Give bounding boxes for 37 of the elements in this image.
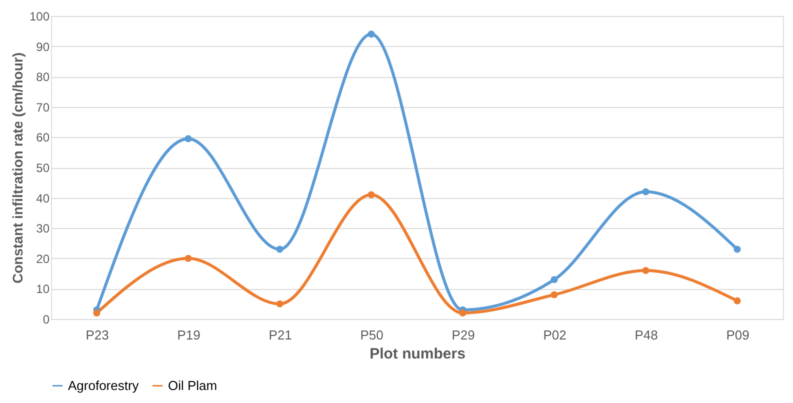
point bbox=[642, 266, 650, 274]
point bbox=[734, 246, 741, 253]
x-tick-label: P09 bbox=[726, 328, 750, 342]
point bbox=[276, 300, 284, 308]
point bbox=[642, 188, 650, 196]
y-tick-label: 90 bbox=[36, 40, 50, 54]
y-axis-title: Constant infiltration rate (cm/hour) bbox=[9, 52, 26, 284]
x-axis-title: Plot numbers bbox=[370, 346, 466, 362]
y-tick-label: 100 bbox=[29, 10, 50, 24]
point bbox=[93, 309, 100, 316]
point bbox=[368, 191, 375, 198]
y-tick-label: 0 bbox=[42, 312, 50, 326]
point bbox=[550, 276, 558, 284]
x-tick-label: P19 bbox=[177, 328, 200, 342]
x-tick-label: P23 bbox=[86, 328, 109, 342]
x-tick-label: P21 bbox=[268, 328, 292, 342]
x-tick-label: P50 bbox=[360, 328, 384, 342]
y-tick-label: 40 bbox=[36, 191, 50, 206]
x-tick-label: P02 bbox=[543, 328, 566, 342]
point bbox=[368, 30, 375, 38]
y-tick-label: 80 bbox=[36, 70, 50, 84]
point bbox=[550, 291, 558, 298]
point bbox=[734, 297, 741, 304]
y-tick-label: 30 bbox=[36, 222, 50, 236]
y-tick-label: 70 bbox=[36, 100, 50, 114]
legend-label: Agroforestry bbox=[68, 378, 140, 393]
y-tick-label: 50 bbox=[36, 161, 50, 175]
point bbox=[184, 254, 192, 262]
y-tick-label: 10 bbox=[36, 282, 50, 296]
point bbox=[276, 246, 284, 253]
x-tick-label: P29 bbox=[452, 328, 475, 342]
point bbox=[459, 309, 466, 316]
point bbox=[184, 135, 192, 142]
x-tick-label: P48 bbox=[634, 328, 658, 342]
y-tick-label: 20 bbox=[36, 252, 50, 266]
y-tick-label: 60 bbox=[36, 130, 50, 145]
legend-label: Oil Plam bbox=[168, 378, 218, 393]
